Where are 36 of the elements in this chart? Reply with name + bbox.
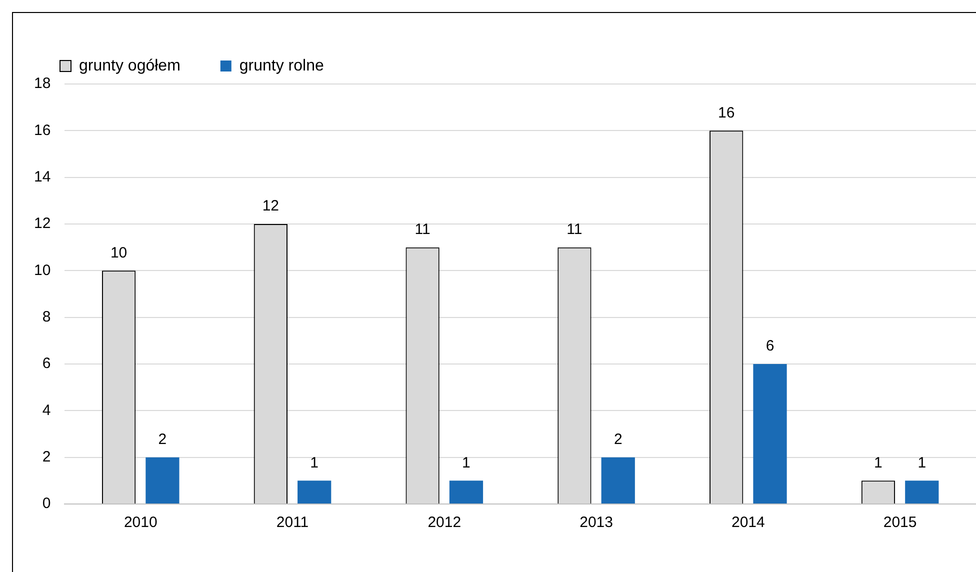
bar <box>601 457 635 504</box>
y-tick-label: 18 <box>34 75 51 92</box>
data-label: 1 <box>462 454 470 472</box>
y-tick-label: 2 <box>42 448 51 466</box>
x-tick-label: 2012 <box>428 514 462 532</box>
legend-label: grunty ogółem <box>79 57 180 74</box>
data-label: 2 <box>158 430 167 448</box>
data-label: 1 <box>310 454 319 472</box>
bar <box>146 457 180 504</box>
legend-label: grunty rolne <box>239 57 324 74</box>
data-label: 1 <box>874 454 882 472</box>
y-tick-label: 8 <box>42 308 51 326</box>
y-tick-label: 12 <box>34 215 51 232</box>
y-tick-label: 14 <box>34 168 51 186</box>
bar <box>298 480 332 504</box>
x-tick-label: 2013 <box>580 514 613 532</box>
bar <box>449 480 484 504</box>
x-tick-label: 2015 <box>883 514 917 532</box>
data-label: 10 <box>110 244 128 262</box>
y-tick-label: 4 <box>42 402 51 419</box>
y-tick-label: 16 <box>34 122 51 139</box>
data-label: 6 <box>766 338 774 355</box>
bar <box>905 480 939 504</box>
y-tick-label: 10 <box>34 262 51 279</box>
x-tick-label: 2014 <box>731 514 765 532</box>
y-tick-label: 6 <box>42 355 51 372</box>
data-label: 11 <box>566 220 582 238</box>
data-label: 2 <box>614 430 622 448</box>
data-label: 16 <box>718 104 735 122</box>
data-label: 1 <box>918 454 926 472</box>
bar <box>753 364 787 504</box>
data-label: 12 <box>262 198 280 215</box>
data-label: 11 <box>414 220 430 238</box>
x-tick-label: 2011 <box>276 514 309 532</box>
x-tick-label: 2010 <box>124 514 158 532</box>
y-tick-label: 0 <box>42 495 51 512</box>
